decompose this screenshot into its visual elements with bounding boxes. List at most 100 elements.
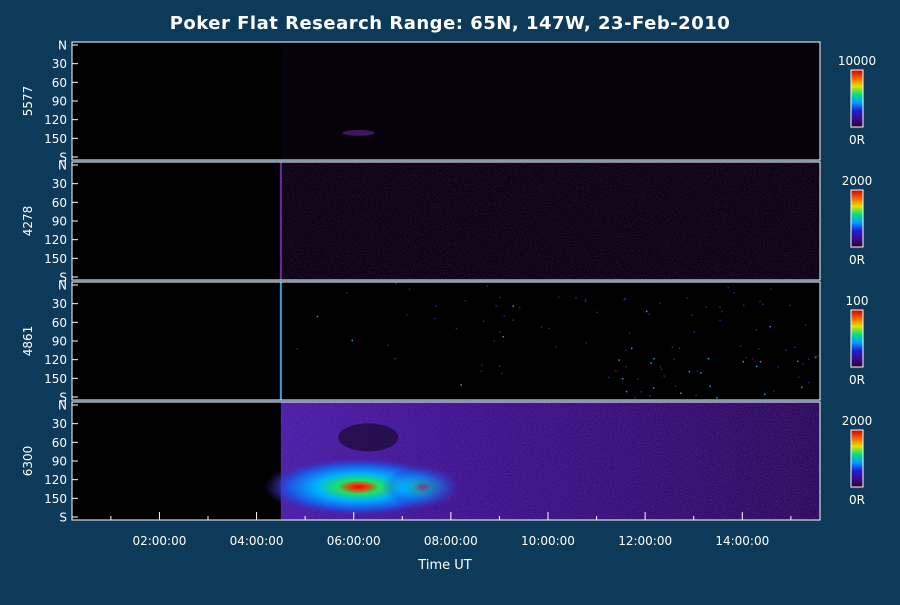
noise-speck [696,370,699,372]
y-tick-label: S [59,391,67,405]
panel-5577: N 30 60 90 120 150 S 5577 10000 0R [21,39,876,165]
noise-speck [777,366,780,368]
chart-title: Poker Flat Research Range: 65N, 147W, 23… [170,13,731,34]
panel-ylabel: 4861 [21,326,35,357]
noise-speck [653,357,655,360]
y-tick-label: 30 [52,417,67,431]
noise-speck [480,370,483,373]
noise-speck [794,346,796,349]
noise-speck [625,390,628,393]
noise-speck [540,326,543,328]
noise-speck [455,327,458,330]
noise-speck [800,386,803,389]
noise-speck [481,364,483,366]
colorbar-max-label: 100 [846,294,869,308]
noise-speck [695,394,697,397]
noise-speck [386,344,389,347]
noise-speck [621,377,624,380]
noise-speck [709,385,711,388]
x-axis-label: Time UT [417,558,471,573]
noise-speck [512,319,514,321]
y-tick-label: N [58,39,67,53]
noise-speck [707,357,710,360]
noise-speck [785,349,787,351]
noise-speck [660,368,663,371]
noise-speck [615,370,617,372]
y-tick-label: 90 [52,95,67,109]
noise-speck [659,366,662,368]
noise-speck [624,365,627,368]
noise-speck [555,346,558,348]
x-tick-label: 06:00:00 [327,534,381,548]
noise-speck [678,347,681,349]
noise-speck [296,348,299,350]
noise-speck [498,365,501,368]
y-tick-label: 30 [52,297,67,311]
noise-speck [634,397,636,399]
panel-4278: N 30 60 90 120 150 S 4278 2000 0R [21,159,872,285]
noise-speck [802,363,804,366]
noise-speck [650,362,652,364]
panel-6300: N 30 60 90 120 150 S 6300 2000 0R [21,399,872,525]
noise-speck [346,292,348,294]
noise-speck [464,300,467,302]
noise-speck [789,304,791,307]
noise-speck [645,310,648,313]
noise-speck [637,378,639,380]
noise-speck [742,360,744,363]
noise-speck [759,300,761,303]
dark-patch [338,423,399,452]
panel-ylabel: 6300 [21,446,35,477]
noise-speck [807,381,810,384]
noise-speck [796,360,799,363]
noise-speck [719,306,721,308]
noise-speck [316,315,319,318]
x-axis: 02:00:00 04:00:00 06:00:00 08:00:00 10:00:00… [110,512,792,548]
noise-speck [751,358,754,360]
y-tick-label: N [58,399,67,413]
colorbar [850,69,864,128]
noise-speck [482,320,485,323]
y-tick-label: 90 [52,215,67,229]
faint-spot [342,129,375,136]
y-tick-label: S [59,511,67,525]
noise-speck [584,298,587,301]
noise-texture [280,162,820,280]
noise-speck [798,376,800,379]
noise-speck [486,285,489,288]
noise-speck [663,375,665,377]
noise-speck [727,287,729,289]
noise-speck [629,332,631,334]
noise-speck [512,305,515,307]
colorbar-max-label: 10000 [838,54,876,68]
colorbar-max-label: 2000 [842,174,873,188]
x-tick-label: 14:00:00 [715,534,769,548]
noise-speck [503,315,505,317]
y-tick-label: 120 [44,113,67,127]
x-tick-label: 02:00:00 [132,534,186,548]
y-tick-label: 60 [52,76,67,90]
noise-speck [394,357,397,360]
noise-speck [674,385,677,388]
y-tick-label: 120 [44,353,67,367]
noise-speck [762,303,764,306]
noise-speck [648,313,650,315]
y-tick-label: 120 [44,233,67,247]
noise-speck [584,300,587,303]
noise-speck [623,299,625,301]
noise-speck [763,393,766,396]
noise-speck [705,306,707,308]
colorbar-min-label: 0R [849,373,865,387]
y-tick-label: 150 [44,492,67,506]
noise-speck [817,354,819,357]
colorbar-min-label: 0R [849,493,865,507]
emission-region [280,42,820,160]
noise-speck [733,292,736,294]
y-tick-label: N [58,279,67,293]
noise-speck [502,335,504,338]
noise-speck [433,317,436,320]
noise-speck [558,296,560,298]
noise-speck [649,395,651,397]
